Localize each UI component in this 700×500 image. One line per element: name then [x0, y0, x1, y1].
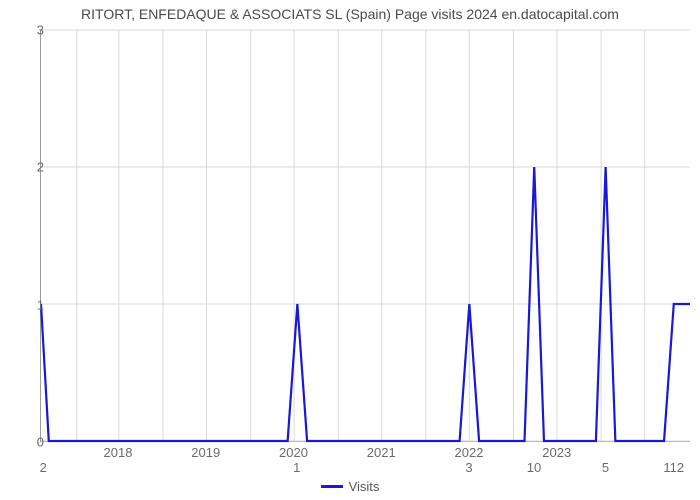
chart-title: RITORT, ENFEDAQUE & ASSOCIATS SL (Spain)… — [0, 6, 700, 22]
y-tick-label: 3 — [37, 23, 44, 38]
x-point-label: 5 — [602, 460, 609, 475]
y-tick-label: 0 — [37, 435, 44, 450]
x-year-label: 2019 — [191, 445, 220, 460]
visits-chart: RITORT, ENFEDAQUE & ASSOCIATS SL (Spain)… — [0, 0, 700, 500]
y-tick-label: 2 — [37, 160, 44, 175]
x-year-label: 2020 — [279, 445, 308, 460]
x-year-label: 2023 — [542, 445, 571, 460]
x-year-label: 2018 — [104, 445, 133, 460]
y-tick-label: 1 — [37, 297, 44, 312]
plot-area — [40, 30, 690, 442]
x-point-label: 3 — [465, 460, 472, 475]
x-point-label: 112 — [663, 460, 684, 475]
x-point-label: 1 — [293, 460, 300, 475]
legend: Visits — [0, 475, 700, 494]
x-point-label: 10 — [527, 460, 541, 475]
legend-label: Visits — [349, 479, 380, 494]
x-point-label: 2 — [40, 460, 47, 475]
x-year-label: 2021 — [367, 445, 396, 460]
x-year-label: 2022 — [455, 445, 484, 460]
legend-swatch — [321, 485, 343, 488]
plot-svg — [41, 30, 690, 441]
